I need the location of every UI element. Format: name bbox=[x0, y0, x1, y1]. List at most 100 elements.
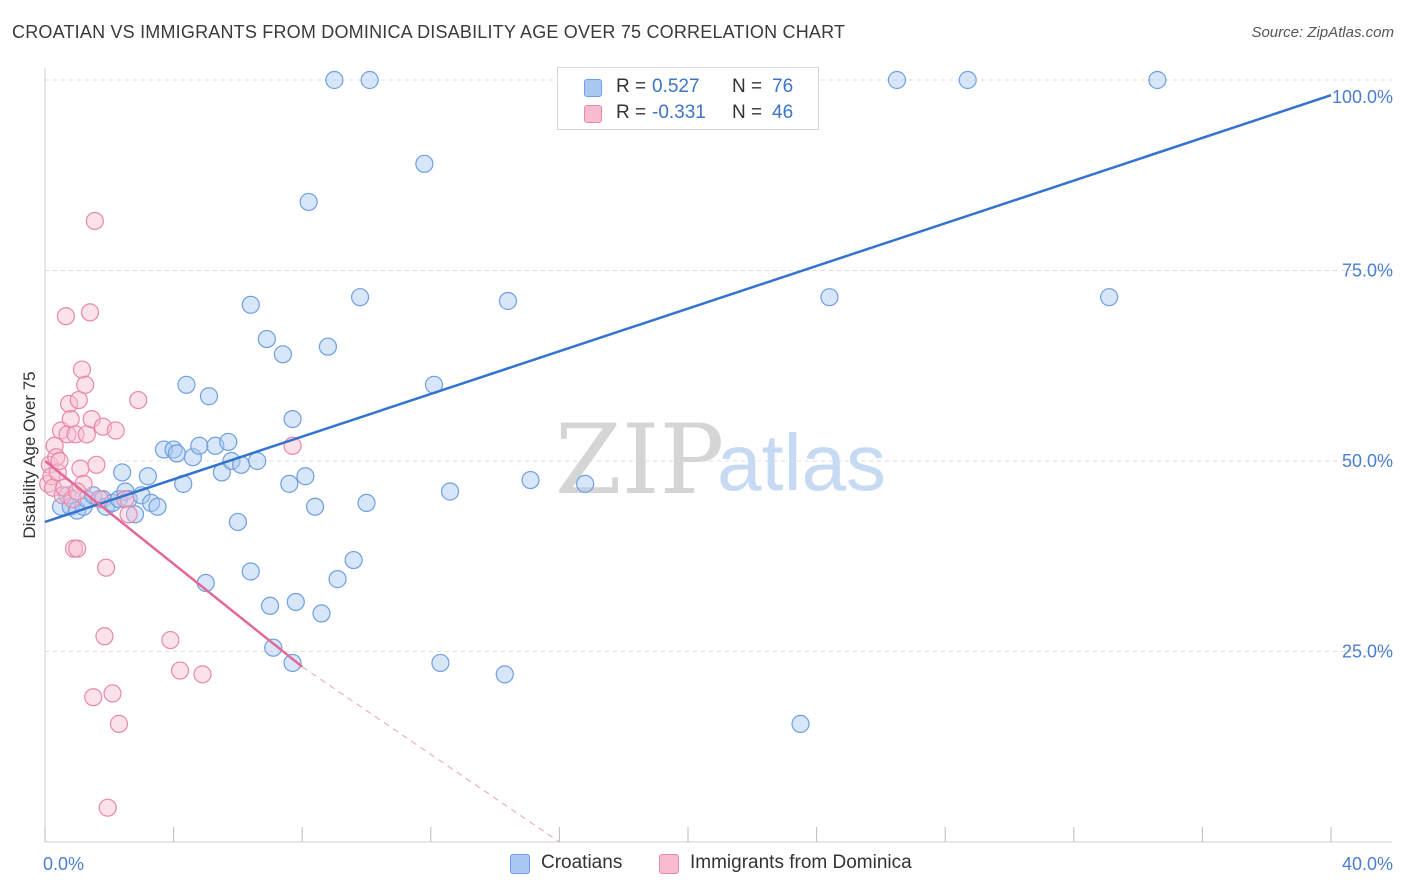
point-croatians bbox=[190, 436, 209, 455]
point-croatians bbox=[357, 493, 376, 513]
n-value: 76 bbox=[772, 76, 794, 97]
point-dominica bbox=[60, 394, 79, 413]
point-croatians bbox=[440, 482, 460, 501]
tick-labels: 25.0% 50.0% 75.0% 100.0% 0.0% 40.0% bbox=[43, 87, 1393, 874]
source-label: Source: ZipAtlas.com bbox=[1251, 24, 1394, 41]
point-croatians bbox=[260, 596, 280, 615]
point-dominica bbox=[170, 661, 190, 680]
point-croatians bbox=[431, 653, 450, 673]
point-dominica bbox=[98, 798, 117, 817]
point-dominica bbox=[96, 558, 116, 577]
gridlines bbox=[45, 79, 1392, 652]
point-croatians bbox=[283, 653, 302, 673]
point-croatians bbox=[318, 337, 338, 356]
x-tick-label: 40.0% bbox=[1342, 854, 1393, 874]
n-label: N = bbox=[732, 102, 763, 123]
point-dominica bbox=[76, 375, 95, 394]
legend-swatch-dominica bbox=[584, 105, 602, 123]
point-croatians bbox=[280, 474, 299, 493]
n-label: N = bbox=[732, 76, 763, 97]
point-croatians bbox=[264, 638, 283, 657]
point-croatians bbox=[113, 463, 132, 482]
point-croatians bbox=[273, 345, 293, 364]
point-croatians bbox=[241, 562, 260, 581]
correlation-legend: R = 0.527 N = 76 R = -0.331 N = 46 bbox=[557, 67, 819, 130]
point-croatians bbox=[177, 375, 196, 394]
n-value: 46 bbox=[772, 102, 794, 123]
point-dominica bbox=[53, 486, 72, 505]
y-tick-label: 75.0% bbox=[1342, 261, 1393, 281]
point-croatians bbox=[791, 714, 810, 733]
point-croatians bbox=[305, 497, 325, 516]
watermark-atlas: atlas bbox=[717, 418, 886, 507]
watermark-zip: ZIP bbox=[555, 404, 724, 516]
point-dominica bbox=[106, 421, 125, 440]
point-croatians bbox=[183, 448, 202, 467]
point-dominica bbox=[85, 211, 104, 231]
point-dominica bbox=[109, 714, 129, 733]
legend-swatch-dominica bbox=[659, 854, 679, 874]
point-dominica bbox=[69, 390, 88, 410]
r-value: 0.527 bbox=[652, 76, 700, 97]
point-croatians bbox=[248, 451, 267, 471]
point-dominica bbox=[84, 688, 103, 707]
point-croatians bbox=[125, 505, 145, 524]
watermark: ZIP atlas bbox=[555, 404, 886, 516]
point-croatians bbox=[241, 295, 260, 314]
point-croatians bbox=[219, 432, 238, 452]
point-dominica bbox=[77, 425, 96, 444]
point-croatians bbox=[257, 329, 276, 349]
point-croatians bbox=[325, 70, 344, 90]
legend-label: Croatians bbox=[541, 852, 623, 873]
point-croatians bbox=[1100, 288, 1119, 307]
r-label: R = bbox=[616, 76, 647, 97]
point-croatians bbox=[576, 474, 595, 493]
trend-line-croatians bbox=[44, 94, 1332, 524]
point-croatians bbox=[350, 288, 370, 307]
point-croatians bbox=[820, 288, 839, 307]
point-croatians bbox=[1148, 70, 1167, 90]
trend-extension-dominica bbox=[301, 666, 560, 843]
y-tick-label: 25.0% bbox=[1342, 642, 1393, 662]
point-croatians bbox=[521, 470, 540, 490]
point-croatians bbox=[199, 387, 219, 406]
point-dominica bbox=[129, 390, 148, 410]
series-legend: Croatians Immigrants from Dominica bbox=[0, 852, 1406, 878]
point-dominica bbox=[50, 451, 69, 471]
point-croatians bbox=[312, 604, 331, 623]
legend-swatch-croatians bbox=[584, 79, 602, 97]
point-dominica bbox=[87, 455, 106, 474]
point-croatians bbox=[958, 70, 977, 90]
trend-lines bbox=[44, 94, 1332, 843]
legend-label: Immigrants from Dominica bbox=[690, 852, 912, 873]
point-croatians bbox=[148, 497, 167, 516]
point-dominica bbox=[56, 307, 75, 326]
point-croatians bbox=[283, 409, 302, 429]
point-croatians bbox=[415, 154, 434, 173]
point-croatians bbox=[360, 70, 379, 90]
point-croatians bbox=[228, 512, 247, 532]
point-dominica bbox=[68, 482, 87, 501]
point-dominica bbox=[80, 303, 100, 322]
r-value: -0.331 bbox=[652, 102, 706, 123]
trend-line-dominica bbox=[44, 460, 303, 668]
point-croatians bbox=[887, 70, 907, 90]
x-tick-label: 0.0% bbox=[43, 854, 84, 874]
legend-swatch-croatians bbox=[510, 854, 530, 874]
point-dominica bbox=[103, 684, 122, 703]
axes bbox=[44, 68, 1392, 843]
y-tick-label: 100.0% bbox=[1332, 87, 1393, 107]
point-croatians bbox=[296, 467, 315, 486]
point-dominica bbox=[68, 539, 87, 558]
point-dominica bbox=[193, 665, 212, 684]
point-croatians bbox=[299, 192, 318, 212]
r-label: R = bbox=[616, 102, 647, 123]
point-croatians bbox=[286, 592, 305, 612]
y-tick-label: 50.0% bbox=[1342, 451, 1393, 471]
point-dominica bbox=[72, 360, 92, 379]
point-dominica bbox=[71, 459, 90, 478]
point-dominica bbox=[119, 505, 138, 524]
point-dominica bbox=[61, 409, 80, 429]
point-dominica bbox=[95, 627, 114, 646]
point-croatians bbox=[495, 665, 514, 684]
